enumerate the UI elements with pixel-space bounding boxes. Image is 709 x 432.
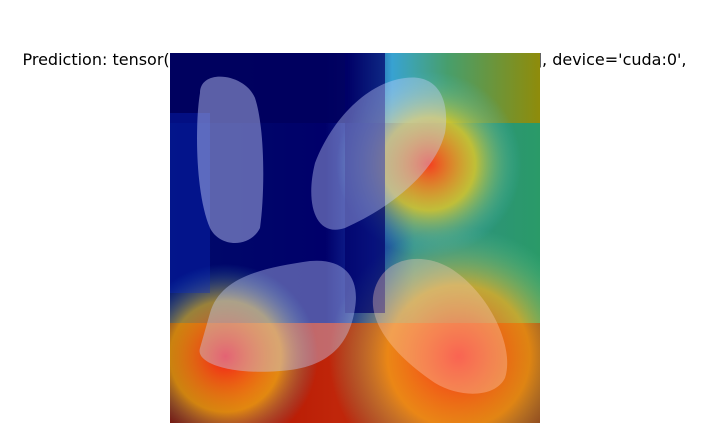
object-blob-bottom-right xyxy=(372,258,508,394)
object-blob-top-right xyxy=(311,77,447,230)
heatmap-overlay-image xyxy=(170,53,540,423)
object-blob-bottom-left xyxy=(199,260,356,372)
object-blob-top-left xyxy=(197,76,264,244)
